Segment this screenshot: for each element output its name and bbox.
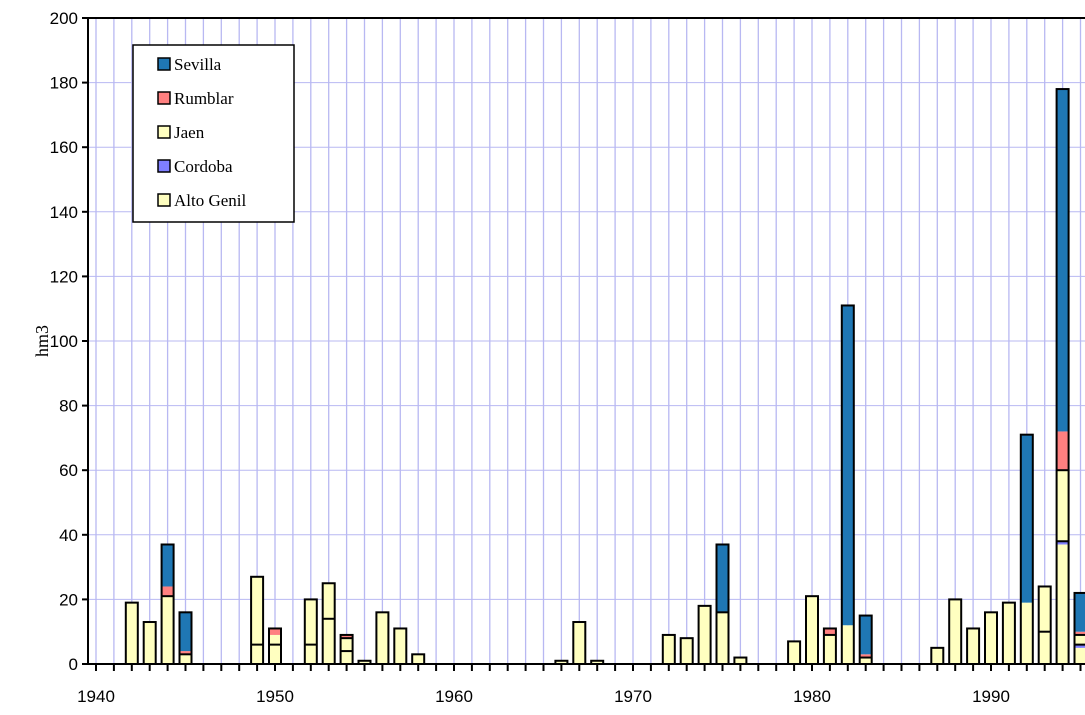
bar-segment	[358, 660, 371, 664]
legend-swatch	[157, 125, 171, 139]
y-tick-label: 160	[50, 138, 78, 157]
bar-segment	[841, 305, 854, 626]
bar-segment	[823, 628, 836, 635]
y-tick-label: 20	[59, 590, 78, 609]
bar-segment	[251, 576, 264, 664]
bar-segment	[1074, 631, 1085, 635]
bar-segment	[967, 628, 980, 664]
bar-segment	[1056, 541, 1069, 545]
bar-segment	[573, 622, 586, 664]
y-tick-label: 40	[59, 526, 78, 545]
bar-segment	[179, 654, 192, 664]
legend-label: Cordoba	[174, 157, 233, 176]
bar-segment	[1038, 586, 1051, 664]
bar-segment	[716, 544, 729, 613]
bar-segment	[269, 634, 281, 664]
bar-segment	[985, 612, 997, 664]
bar-segment	[394, 628, 407, 664]
bar-segment	[1020, 602, 1033, 664]
bar-segment	[179, 651, 192, 655]
bar-segment	[734, 657, 747, 664]
bar-segment	[322, 583, 335, 664]
bar-segment	[304, 599, 317, 664]
legend-swatch	[157, 91, 171, 105]
bar-segment	[788, 641, 801, 664]
y-axis-title: hm3	[32, 325, 52, 357]
bar-segment	[841, 625, 854, 664]
bar-segment	[1074, 647, 1085, 664]
bar-segment	[125, 602, 138, 664]
bar-segment	[376, 612, 389, 664]
bar-segment	[412, 654, 425, 664]
bar-segment	[1056, 431, 1069, 471]
bar-segment	[161, 586, 174, 597]
bar-segment	[698, 605, 711, 664]
x-tick-labels: 1940 1950 1960 1970 1980 1990	[77, 687, 1010, 706]
bar-segment	[179, 612, 192, 652]
bar-segment	[716, 612, 729, 664]
bar-segment	[859, 615, 872, 655]
bar-segment	[1056, 470, 1069, 542]
bar-segment	[591, 660, 604, 664]
legend-label: Alto Genil	[174, 191, 247, 210]
legend: Sevilla Rumblar Jaen Cordoba Alto Genil	[132, 44, 295, 223]
y-tick-label: 60	[59, 461, 78, 480]
legend-swatch	[157, 193, 171, 207]
bar-segment	[340, 634, 353, 639]
y-tick-labels: 0 20 40 60 80 100 120 140 160 180 200	[50, 9, 78, 674]
bar-segment	[823, 634, 836, 664]
bar-segment	[680, 638, 693, 664]
bar-segment	[555, 660, 568, 664]
y-tick-label: 0	[69, 655, 78, 674]
bar-segment	[806, 596, 818, 664]
legend-label: Rumblar	[174, 89, 234, 108]
bar-segment	[859, 657, 872, 664]
bar-segment	[1002, 602, 1015, 664]
bar-segment	[161, 596, 174, 664]
bar-segment	[662, 634, 675, 664]
bar-segment	[1056, 544, 1069, 664]
legend-swatch	[157, 159, 171, 173]
bar-segment	[1056, 89, 1069, 432]
y-tick-label: 120	[50, 267, 78, 286]
y-tick-label: 200	[50, 9, 78, 28]
bar-segment	[931, 647, 944, 664]
y-tick-label: 140	[50, 203, 78, 222]
bar-segment	[1074, 592, 1085, 632]
bar-segment	[161, 544, 174, 587]
legend-swatch	[157, 57, 171, 71]
bar-segment	[1074, 634, 1085, 645]
x-tick-label: 1970	[614, 687, 652, 706]
y-tick-label: 100	[50, 332, 78, 351]
x-tick-label: 1950	[256, 687, 294, 706]
x-tick-label: 1960	[435, 687, 473, 706]
bar-segment	[269, 628, 281, 635]
legend-label: Sevilla	[174, 55, 222, 74]
y-tick-label: 180	[50, 74, 78, 93]
axes	[82, 17, 1085, 671]
bar-segment	[859, 654, 872, 658]
x-tick-label: 1940	[77, 687, 115, 706]
y-tick-label: 80	[59, 397, 78, 416]
bar-segment	[949, 599, 962, 664]
legend-label: Jaen	[174, 123, 205, 142]
bar-segment	[1020, 434, 1033, 603]
x-tick-label: 1990	[972, 687, 1010, 706]
bar-segment	[1074, 644, 1085, 648]
bar-segment	[143, 622, 156, 664]
x-tick-label: 1980	[793, 687, 831, 706]
bars	[124, 88, 1085, 666]
